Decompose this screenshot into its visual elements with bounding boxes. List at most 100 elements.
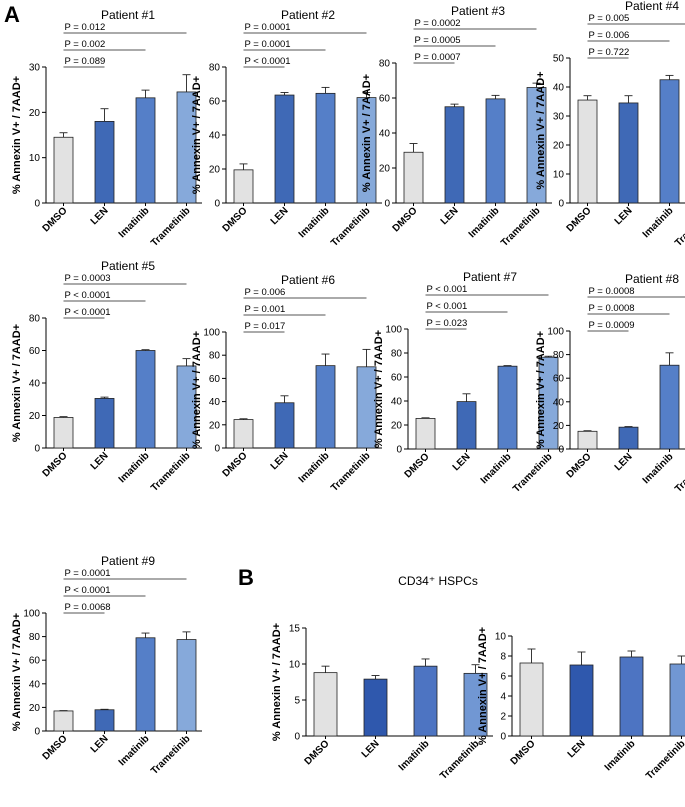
chart-title: Patient #9 [101,554,155,568]
x-category-label: DMSO [41,205,70,234]
y-tick-label: 10 [553,170,565,181]
x-category-label: LEN [89,205,111,227]
bar [53,136,74,204]
y-tick-label: 0 [500,732,506,743]
y-tick-label: 40 [209,131,221,142]
y-tick-label: 10 [289,660,301,671]
x-category-label: DMSO [221,205,250,234]
pvalue-label: P = 0.001 [245,304,286,315]
y-tick-label: 40 [553,83,565,94]
y-tick-label: 60 [209,374,221,385]
y-axis-label: % Annexin V+ / 7AAD+ [477,627,489,745]
pvalue-label: P < 0.0001 [65,290,111,301]
y-axis-label: % Annexin V+ / 7AAD+ [535,71,547,189]
bar [659,79,680,204]
x-category-label: Trametinib [673,451,685,495]
pvalue-label: P = 0.0001 [65,568,111,579]
y-axis-label: % Annexin V+ / 7AAD+ [191,331,203,449]
y-tick-label: 60 [29,346,41,357]
bar [577,99,598,204]
pvalue-label: P = 0.0002 [415,18,461,29]
x-category-label: Imatinib [641,205,676,240]
bar [135,637,156,732]
x-category-label: Trametinib [438,738,482,782]
chart-3: Patient #3 0 20 40 60 80 % Annexin V+ / 7AAD+ D… [361,4,552,249]
bar [315,92,336,204]
bar [135,350,156,449]
y-axis-label: % Annexin V+ / 7AAD+ [11,324,23,442]
bar [415,417,436,450]
pvalue-label: P = 0.0001 [245,39,291,50]
x-category-label: DMSO [41,450,70,479]
bar [497,365,518,450]
x-category-label: Imatinib [467,205,502,240]
pvalue-label: P = 0.012 [65,22,106,33]
bar [94,121,115,204]
pvalue-label: P = 0.0008 [589,286,635,297]
y-tick-label: 60 [391,373,403,384]
x-category-label: LEN [439,205,461,227]
x-category-label: LEN [613,451,635,473]
chart-title: Patient #3 [451,4,505,18]
bar [94,398,115,449]
pvalue-label: P = 0.005 [589,13,630,24]
bar [413,665,438,737]
x-category-label: Imatinib [297,205,332,240]
chart-title: Patient #6 [281,273,335,287]
section-b-title: CD34⁺ HSPCs [398,574,478,588]
chart-title: Patient #5 [101,259,155,273]
y-tick-label: 40 [391,397,403,408]
y-tick-label: 0 [558,445,564,456]
x-category-label: LEN [89,450,111,472]
x-category-label: LEN [613,205,635,227]
x-category-label: Trametinib [149,733,193,777]
y-tick-label: 80 [29,632,41,643]
x-category-label: DMSO [403,451,432,480]
x-category-label: DMSO [303,738,332,767]
y-axis-label: % Annexin V+ / 7AAD+ [271,623,283,741]
x-category-label: Imatinib [117,205,152,240]
bar [315,365,336,449]
y-tick-label: 30 [29,63,41,74]
y-tick-label: 20 [209,165,221,176]
pvalue-label: P = 0.017 [245,321,286,332]
bar [233,169,254,204]
x-category-label: Imatinib [117,450,152,485]
pvalue-label: P = 0.006 [589,30,630,41]
chart-10: 0 5 10 15 % Annexin V+ / 7AAD+ DMSO LEN Imatini… [271,623,493,782]
y-tick-label: 40 [29,379,41,390]
x-category-label: DMSO [41,733,70,762]
y-tick-label: 60 [209,97,221,108]
bar [619,656,644,737]
y-tick-label: 60 [553,374,565,385]
x-category-label: DMSO [509,738,538,767]
y-axis-label: % Annexin V+ / 7AAD+ [11,76,23,194]
pvalue-label: P = 0.006 [245,287,286,298]
y-tick-label: 20 [553,421,565,432]
pvalue-label: P = 0.0003 [65,273,111,284]
y-tick-label: 100 [547,327,564,338]
y-tick-label: 40 [209,397,221,408]
bar [53,417,74,449]
bar [577,430,598,450]
x-category-label: LEN [89,733,111,755]
x-category-label: Trametinib [644,738,685,782]
x-category-label: Trametinib [149,450,193,494]
x-category-label: LEN [451,451,473,473]
y-tick-label: 20 [29,108,41,119]
bar [444,106,465,204]
bar [659,364,680,450]
bar [403,151,424,204]
y-tick-label: 50 [553,54,565,65]
y-axis-label: % Annexin V+ / 7AAD+ [373,330,385,448]
y-tick-label: 80 [29,314,41,325]
bar [94,709,115,732]
x-category-label: Trametinib [329,450,373,494]
y-tick-label: 0 [214,199,220,210]
y-tick-label: 40 [379,129,391,140]
y-tick-label: 100 [23,609,40,620]
pvalue-label: P = 0.0007 [415,52,461,63]
chart-title: Patient #7 [463,270,517,284]
bar [233,419,254,449]
